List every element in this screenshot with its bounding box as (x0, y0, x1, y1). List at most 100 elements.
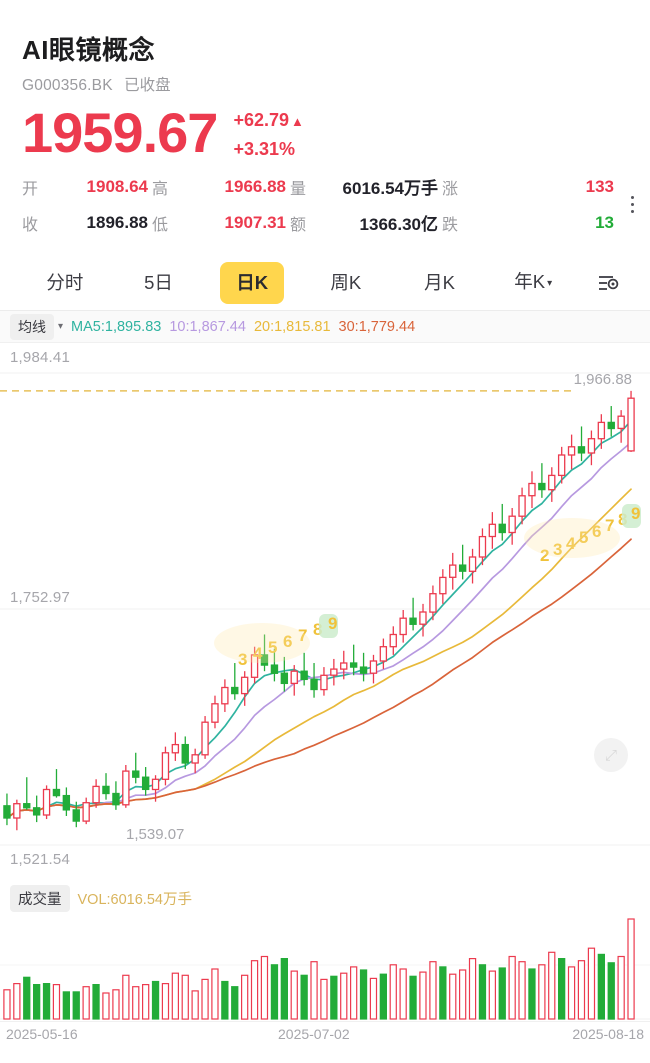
ma-indicator-selector[interactable]: 均线 (10, 313, 54, 340)
chart-marker: 6 (592, 522, 601, 541)
tab-日K[interactable]: 日K (205, 261, 299, 304)
volume-indicator-selector[interactable]: 成交量 (10, 884, 70, 912)
chart-marker: 4 (253, 644, 263, 663)
volume-bar (201, 978, 209, 1020)
date-tick-label: 2025-07-02 (278, 1026, 350, 1042)
candle-body (191, 754, 199, 764)
candle (112, 781, 120, 810)
volume-bar (459, 969, 467, 1020)
current-price: 1959.67 (22, 101, 218, 164)
candle-body (617, 415, 625, 430)
volume-bar (379, 973, 387, 1020)
volume-bar (42, 982, 51, 1020)
chart-marker: 8 (313, 620, 322, 639)
candle-body (508, 515, 516, 534)
price-chart-svg[interactable]: 345678923456789 (0, 343, 650, 883)
stat-value-低: 1907.31 (224, 212, 286, 232)
volume-bar (567, 966, 576, 1020)
volume-bar (389, 964, 397, 1020)
candle (607, 406, 615, 437)
candle (340, 650, 348, 680)
volume-bar (548, 951, 556, 1020)
stat-value-开: 1908.64 (86, 176, 148, 196)
stat-label-量: 量 (290, 180, 307, 198)
volume-bar (369, 977, 378, 1020)
expand-chart-button[interactable]: ⤢ (594, 738, 628, 772)
stat-label-收: 收 (22, 216, 39, 234)
candle-body (557, 454, 566, 477)
volume-bar (13, 982, 21, 1020)
candle (389, 626, 397, 655)
candle (597, 414, 606, 449)
stat-label-涨: 涨 (442, 180, 459, 198)
volume-bar (359, 969, 368, 1020)
tab-label-日K: 日K (220, 261, 285, 304)
candle-body (3, 805, 11, 819)
candle (122, 764, 130, 808)
candle-body (42, 788, 51, 816)
tab-月K[interactable]: 月K (393, 262, 487, 304)
price-block: 1959.67 +62.79 ▲ +3.31% (22, 104, 650, 162)
candle (201, 716, 209, 759)
candle (141, 767, 150, 796)
candle (211, 695, 219, 729)
candle-body (161, 752, 170, 780)
chart-marker: 7 (605, 516, 614, 535)
candle (528, 471, 536, 509)
candle-body (409, 617, 417, 625)
candle (290, 665, 298, 696)
volume-chart[interactable] (0, 913, 650, 1021)
candle (429, 585, 437, 621)
candle-body (439, 576, 447, 595)
candle-body (290, 670, 298, 685)
volume-bar (488, 970, 496, 1020)
candle (92, 779, 100, 808)
candle (3, 793, 11, 826)
stat-value-高: 1966.88 (224, 176, 286, 196)
volume-bar (429, 961, 437, 1020)
candlestick-chart[interactable]: 345678923456789 1,984.41 1,752.97 1,521.… (0, 343, 650, 883)
candle-body (359, 666, 368, 674)
volume-bar (508, 955, 516, 1020)
tab-年K[interactable]: 年K ▾ (486, 261, 580, 305)
tab-周K[interactable]: 周K (299, 262, 393, 304)
candle-body (260, 654, 269, 666)
candle (300, 652, 308, 686)
marker-badge (622, 504, 641, 528)
candle (191, 748, 199, 774)
candle-body (320, 674, 328, 691)
tab-分时[interactable]: 分时 (18, 262, 112, 304)
candle (221, 679, 229, 712)
candle-body (488, 523, 497, 538)
chart-marker: 3 (238, 650, 247, 669)
kebab-menu-icon[interactable] (627, 195, 634, 214)
stat-value-跌: 13 (595, 212, 614, 232)
volume-bar (270, 964, 279, 1020)
volume-chart-svg[interactable] (0, 913, 650, 1021)
candle (399, 609, 407, 643)
stock-header: AI眼镜概念 G000356.BK 已收盘 1959.67 +62.79 ▲ +3… (0, 0, 650, 162)
chevron-down-icon: ▾ (547, 277, 553, 289)
stat-value-收: 1896.88 (86, 212, 148, 232)
chart-marker: 2 (540, 546, 549, 565)
y-axis-label-top: 1,984.41 (10, 349, 70, 366)
candle (538, 463, 546, 498)
chart-settings-icon[interactable] (580, 270, 636, 296)
candle-body (141, 776, 150, 791)
marker-glow (524, 518, 620, 558)
candle-body (458, 564, 467, 572)
volume-bar (62, 991, 70, 1020)
chevron-down-icon[interactable]: ▾ (58, 321, 64, 332)
candle (548, 467, 556, 502)
volume-bar (72, 991, 80, 1020)
volume-bar (538, 964, 546, 1020)
candle (320, 667, 328, 696)
candle (62, 787, 71, 816)
candle (557, 446, 566, 484)
candle-body (607, 421, 615, 430)
candle-body (82, 802, 90, 822)
candle (32, 795, 41, 823)
tab-label-分时: 分时 (46, 271, 84, 293)
tab-5日[interactable]: 5日 (112, 262, 206, 304)
candle (132, 752, 140, 784)
